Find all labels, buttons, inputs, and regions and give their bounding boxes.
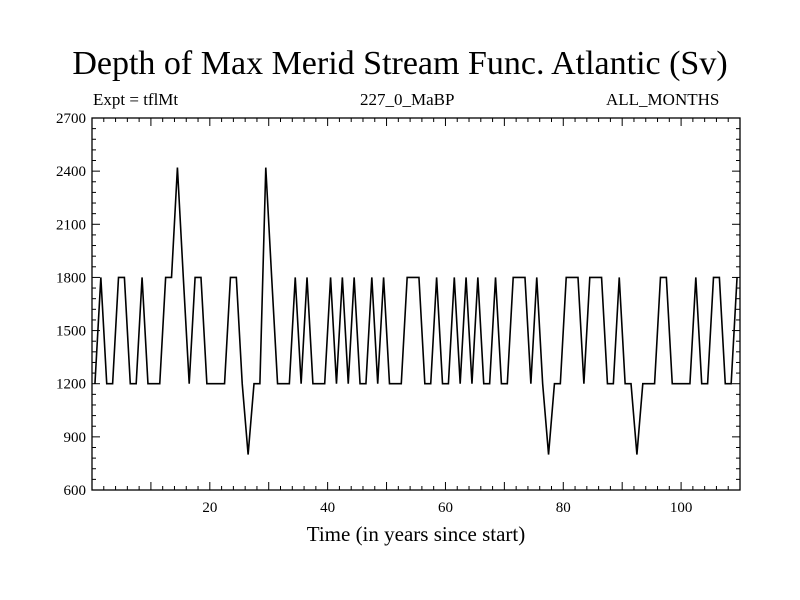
y-tick-label: 1200 (56, 377, 86, 393)
x-tick-label: 100 (670, 500, 693, 516)
y-tick-label: 600 (64, 483, 87, 499)
time-period-label: 227_0_MaBP (360, 90, 455, 109)
x-axis-label: Time (in years since start) (306, 522, 526, 546)
y-tick-label: 900 (64, 430, 87, 446)
x-tick-label: 20 (202, 500, 217, 516)
y-tick-label: 2700 (56, 111, 86, 127)
x-tick-label: 40 (320, 500, 335, 516)
x-tick-label: 80 (556, 500, 571, 516)
data-series (94, 167, 738, 455)
y-tick-label: 2400 (56, 164, 86, 180)
series-line (94, 167, 738, 455)
y-tick-label: 2100 (56, 217, 86, 233)
y-tick-label: 1800 (56, 270, 86, 286)
y-tick-label: 1500 (56, 324, 86, 340)
axis-ticks (92, 118, 740, 490)
months-label: ALL_MONTHS (606, 90, 720, 109)
x-tick-label: 60 (438, 500, 453, 516)
chart-title: Depth of Max Merid Stream Func. Atlantic… (72, 45, 728, 82)
experiment-label: Expt = tflMt (93, 90, 179, 109)
axis-tick-labels: 20 40 60 80 100 600 900 1200 1500 1800 2100 2400 270… (56, 111, 692, 516)
plot-frame (91, 117, 741, 491)
